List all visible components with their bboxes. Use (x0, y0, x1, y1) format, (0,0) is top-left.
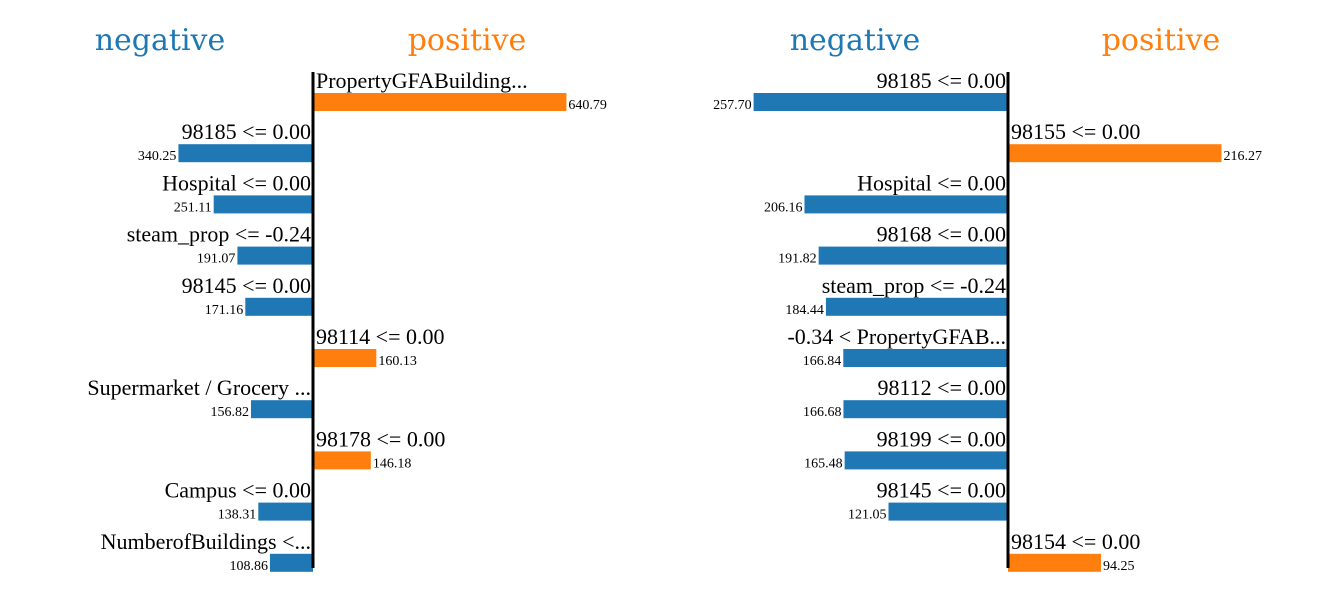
chart-1-feature-label: 98178 <= 0.00 (316, 426, 445, 451)
chart-1-feature-label: 98185 <= 0.00 (182, 119, 311, 144)
chart-1-bar-positive (313, 93, 567, 111)
chart-1-feature-label: Supermarket / Grocery ... (87, 375, 311, 400)
chart-2-bar-positive (1008, 144, 1222, 163)
chart-1-value-label: 251.11 (174, 200, 212, 215)
chart-1-value-label: 146.18 (373, 456, 412, 471)
chart-2-value-label: 257.70 (713, 98, 752, 113)
chart-2-value-label: 216.27 (1224, 149, 1263, 164)
chart-1-value-label: 640.79 (568, 98, 607, 113)
chart-1-bar-negative (237, 246, 313, 265)
chart-1-value-label: 191.07 (197, 252, 236, 267)
chart-2-bar-negative (843, 349, 1008, 367)
chart-1-feature-label: PropertyGFABuilding... (316, 68, 528, 93)
chart-2-feature-label: 98185 <= 0.00 (877, 68, 1006, 93)
chart-2-value-label: 165.48 (804, 456, 843, 471)
chart-2-bar-negative (804, 195, 1008, 214)
chart-1-bar-positive (313, 349, 377, 367)
chart-2-header-positive: positive (1102, 23, 1221, 58)
chart-2-bar-positive (1008, 553, 1102, 572)
chart-2-bar-negative (818, 246, 1008, 265)
chart-2-bar-negative (844, 451, 1008, 470)
chart-1-feature-label: steam_prop <= -0.24 (127, 222, 311, 247)
chart-2-feature-label: 98154 <= 0.00 (1011, 529, 1140, 554)
chart-1-header-positive: positive (408, 23, 527, 58)
chart-2-value-label: 184.44 (785, 303, 824, 318)
chart-2-feature-label: Hospital <= 0.00 (857, 170, 1006, 195)
chart-1-value-label: 160.13 (378, 354, 417, 369)
chart-2-bar-negative (888, 502, 1008, 521)
chart-1-value-label: 108.86 (229, 559, 268, 574)
chart-1-feature-label: 98145 <= 0.00 (182, 273, 311, 298)
chart-2-feature-label: -0.34 < PropertyGFAB... (787, 324, 1006, 349)
chart-2-bar-negative (825, 297, 1008, 316)
chart-2-header-negative: negative (790, 23, 921, 58)
chart-2-value-label: 121.05 (848, 508, 887, 523)
chart-1-feature-label: NumberofBuildings <... (101, 529, 311, 554)
chart-1-feature-label: Campus <= 0.00 (165, 478, 311, 503)
chart-2-value-label: 206.16 (764, 200, 803, 215)
chart-1-header-negative: negative (95, 23, 226, 58)
chart-2-feature-label: 98112 <= 0.00 (878, 375, 1007, 400)
chart-2-bar-negative (843, 400, 1008, 419)
chart-2-value-label: 166.84 (803, 354, 842, 369)
chart-2-feature-label: steam_prop <= -0.24 (822, 273, 1006, 298)
chart-1-value-label: 138.31 (218, 508, 257, 523)
chart-1-value-label: 171.16 (205, 303, 244, 318)
chart-1-bar-negative (178, 144, 313, 163)
chart-1-feature-label: Hospital <= 0.00 (162, 170, 311, 195)
chart-1-bar-negative (213, 195, 313, 214)
chart-2-value-label: 166.68 (803, 405, 842, 420)
chart-2-value-label: 191.82 (778, 252, 817, 267)
chart-2-value-label: 94.25 (1103, 559, 1135, 574)
chart-1-bar-negative (269, 553, 313, 572)
chart-2-feature-label: 98168 <= 0.00 (877, 222, 1006, 247)
chart-1-feature-label: 98114 <= 0.00 (316, 324, 445, 349)
chart-2-feature-label: 98145 <= 0.00 (877, 478, 1006, 503)
chart-1-bar-positive (313, 451, 371, 470)
chart-1-bar-negative (250, 400, 313, 419)
chart-1-value-label: 156.82 (210, 405, 249, 420)
chart-2-bar-negative (753, 93, 1008, 111)
chart-1-bar-negative (258, 502, 313, 521)
chart-2-feature-label: 98155 <= 0.00 (1011, 119, 1140, 144)
chart-1-bar-negative (245, 297, 313, 316)
chart-1-value-label: 340.25 (138, 149, 177, 164)
chart-2-feature-label: 98199 <= 0.00 (877, 426, 1006, 451)
